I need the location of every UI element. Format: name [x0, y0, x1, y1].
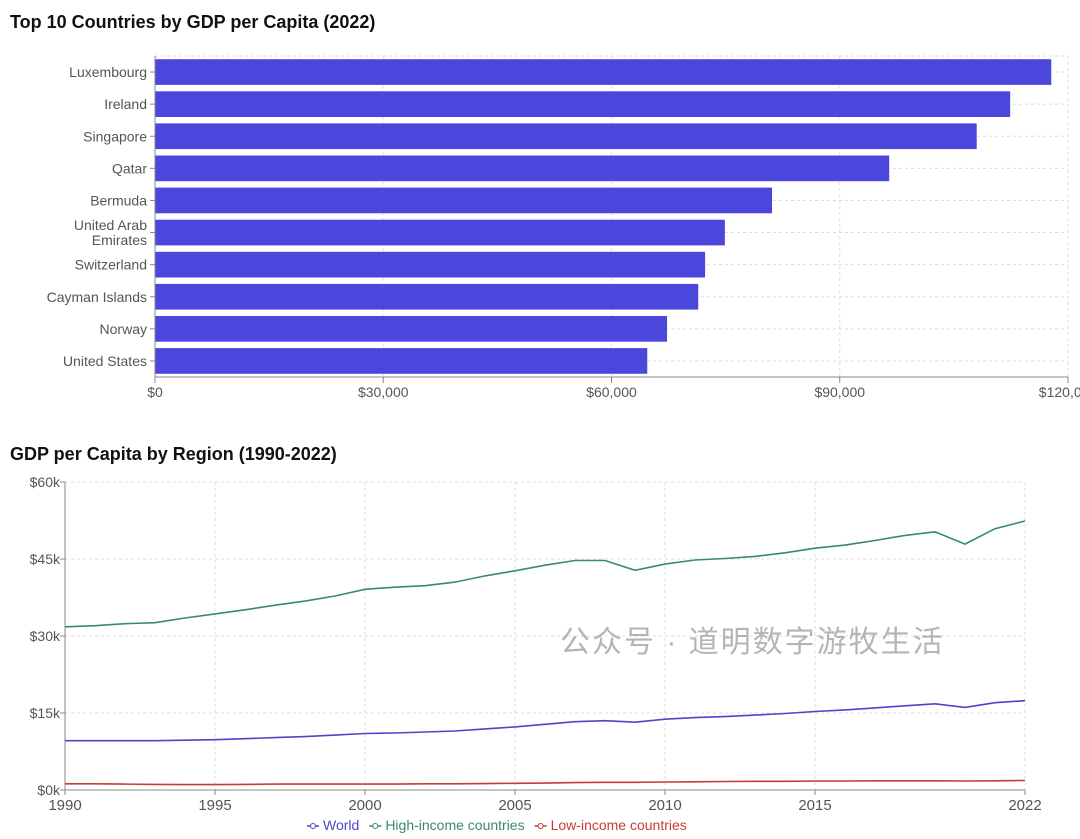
line-x-tick-label: 2015	[798, 797, 831, 814]
bar-norway	[155, 316, 668, 342]
bar-x-tick-label: $90,000	[814, 384, 865, 400]
legend-label-low-income-countries: Low-income countries	[551, 817, 687, 833]
bar-united-states	[155, 348, 648, 374]
line-chart-title: GDP per Capita by Region (1990-2022)	[10, 444, 337, 464]
line-x-tick-label: 2005	[498, 797, 531, 814]
bar-cayman-islands	[155, 283, 699, 310]
bar-ireland	[155, 91, 1011, 117]
legend-label-world: World	[323, 817, 359, 833]
legend-marker-icon-high-income-countries	[372, 823, 379, 829]
bar-luxembourg	[155, 59, 1052, 85]
line-x-tick-label: 2000	[348, 797, 381, 814]
bar-category-label: Bermuda	[90, 192, 147, 208]
bar-x-tick-label: $120,000	[1039, 384, 1080, 400]
legend-marker-icon-world	[310, 823, 316, 829]
line-x-tick-label: 2022	[1008, 797, 1041, 814]
line-x-tick-label: 2010	[648, 797, 681, 814]
bar-category-label: United Arab	[74, 217, 147, 233]
bar-x-tick-label: $30,000	[358, 384, 409, 400]
series-line-high-income-countries	[64, 520, 1026, 628]
line-y-tick-label: $0k	[37, 782, 61, 798]
bar-category-label: United States	[63, 353, 147, 369]
bar-category-label: Emirates	[92, 232, 147, 248]
watermark: 公众号 · 道明数字游牧生活	[560, 626, 945, 659]
bar-bermuda	[155, 187, 773, 214]
line-x-tick-label: 1990	[48, 797, 81, 814]
line-y-tick-label: $30k	[30, 628, 61, 644]
bar-category-label: Qatar	[112, 160, 147, 176]
bar-category-label: Luxembourg	[69, 64, 147, 80]
bar-category-label: Singapore	[83, 128, 147, 144]
bar-x-tick-label: $0	[147, 384, 163, 400]
bar-switzerland	[155, 251, 706, 278]
line-y-tick-label: $45k	[30, 551, 61, 567]
bar-category-label: Norway	[100, 321, 147, 337]
bar-singapore	[155, 123, 977, 150]
bar-category-label: Ireland	[104, 96, 147, 112]
bar-category-label: Switzerland	[75, 257, 147, 273]
line-y-tick-label: $60k	[30, 474, 61, 490]
line-y-tick-label: $15k	[30, 705, 61, 721]
line-x-tick-label: 1995	[198, 797, 231, 814]
bar-chart-title: Top 10 Countries by GDP per Capita (2022…	[10, 12, 376, 32]
series-line-world	[65, 699, 1026, 742]
series-line-low-income-countries	[65, 779, 1026, 786]
bar-x-tick-label: $60,000	[586, 384, 637, 400]
legend-marker-icon-low-income-countries	[537, 823, 544, 829]
legend-label-high-income-countries: High-income countries	[385, 817, 524, 833]
bar-category-label: Cayman Islands	[47, 289, 147, 305]
bar-united-arab-emirates	[155, 219, 725, 246]
bar-qatar	[155, 155, 890, 182]
